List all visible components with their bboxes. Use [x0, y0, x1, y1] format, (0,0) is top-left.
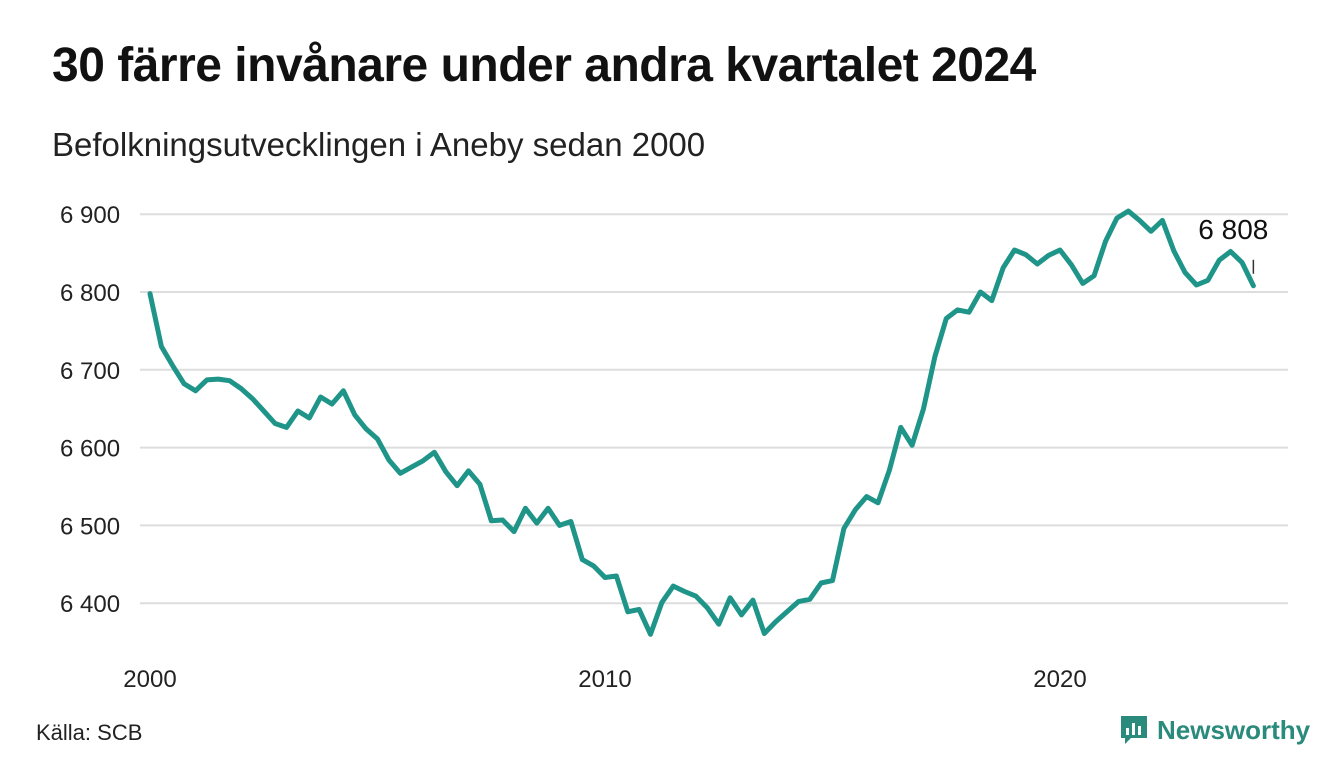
brand-name: Newsworthy — [1157, 714, 1311, 745]
chart-title: 30 färre invånare under andra kvartalet … — [52, 39, 1036, 92]
end-value-label: 6 808 — [1198, 214, 1268, 245]
population-series-line — [147, 208, 1256, 637]
chart-subtitle: Befolkningsutvecklingen i Aneby sedan 20… — [52, 126, 706, 163]
bar-chart-icon — [1121, 716, 1147, 744]
grid-lines — [140, 213, 1288, 605]
x-tick-label: 2000 — [123, 666, 176, 693]
y-tick-label: 6 900 — [60, 202, 120, 229]
y-tick-label: 6 400 — [60, 591, 120, 618]
y-tick-label: 6 500 — [60, 513, 120, 540]
y-tick-label: 6 700 — [60, 358, 120, 385]
source-credit: Källa: SCB — [36, 720, 143, 745]
x-tick-label: 2010 — [578, 666, 631, 693]
y-tick-label: 6 800 — [60, 280, 120, 307]
brand-logo: Newsworthy — [1119, 714, 1310, 746]
x-axis-tick-labels: 2000 2010 2020 — [123, 666, 1086, 693]
y-tick-label: 6 600 — [60, 436, 120, 463]
x-tick-label: 2020 — [1033, 666, 1086, 693]
y-axis-tick-labels: 6 400 6 500 6 600 6 700 6 800 6 900 — [60, 202, 120, 618]
